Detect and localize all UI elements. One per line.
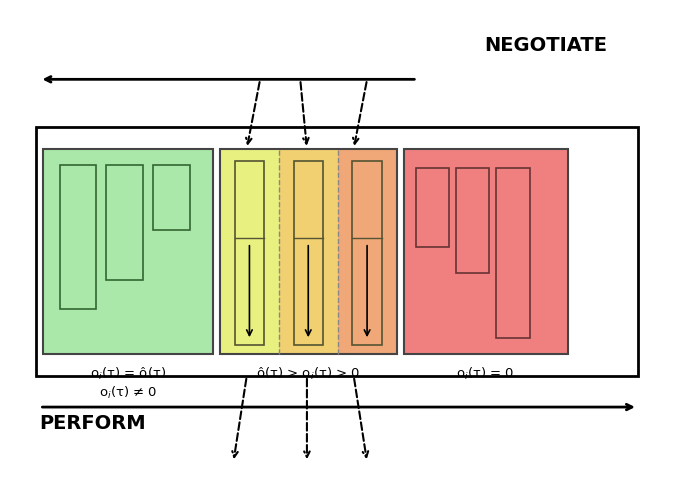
Bar [456,168,489,273]
Bar [153,166,190,230]
Text: ô(τ) > o$_i$(τ) > 0: ô(τ) > o$_i$(τ) > 0 [256,366,361,382]
Bar [279,149,338,354]
Bar [220,149,397,354]
Text: NEGOTIATE: NEGOTIATE [484,36,607,55]
Bar [353,161,381,345]
Bar [43,149,214,354]
Bar [416,168,450,247]
Bar [294,161,323,345]
Text: PERFORM: PERFORM [40,414,146,433]
Bar [404,149,568,354]
Bar [220,149,279,354]
Bar [59,166,96,309]
Bar [36,127,638,376]
Text: o$_i$(τ) = ô(τ)
o$_i$(τ) ≠ 0: o$_i$(τ) = ô(τ) o$_i$(τ) ≠ 0 [90,366,166,401]
Bar [235,161,264,345]
Bar [338,149,397,354]
Bar [496,168,530,338]
Bar [106,166,143,280]
Text: o$_i$(τ) = 0: o$_i$(τ) = 0 [456,366,515,382]
